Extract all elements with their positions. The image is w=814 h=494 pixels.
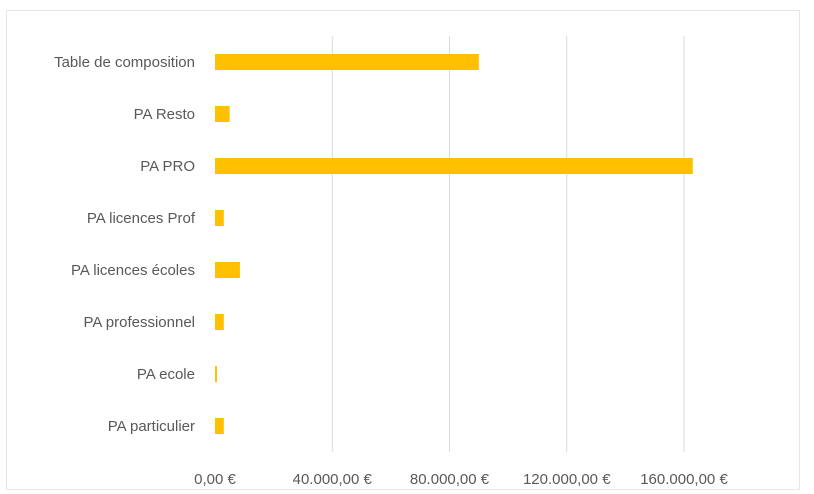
grid-layer <box>331 36 685 452</box>
bar <box>215 54 479 70</box>
chart-frame <box>6 10 800 490</box>
bar <box>215 106 230 122</box>
bar <box>215 158 693 174</box>
category-labels: Table de composition PA Resto PA PRO PA lic… <box>54 54 196 435</box>
bar <box>215 262 240 278</box>
bar <box>215 418 224 434</box>
x-tick-label: 0,00 € <box>194 471 236 488</box>
bar <box>215 366 217 382</box>
x-tick-label: 80.000,00 € <box>410 471 490 488</box>
bar-layer <box>215 54 693 434</box>
x-axis-tick-labels: 0,00 € 40.000,00 € 80.000,00 € 120.000,00 €… <box>194 471 728 488</box>
category-label: PA ecole <box>137 366 195 383</box>
category-label: PA particulier <box>108 418 195 435</box>
x-tick-label: 160.000,00 € <box>640 471 728 488</box>
category-label: PA PRO <box>140 158 195 175</box>
x-tick-label: 40.000,00 € <box>293 471 373 488</box>
category-label: Table de composition <box>54 54 195 71</box>
bar <box>215 210 224 226</box>
bar <box>215 314 224 330</box>
category-label: PA Resto <box>134 106 195 123</box>
x-tick-label: 120.000,00 € <box>523 471 611 488</box>
category-label: PA professionnel <box>84 314 195 331</box>
category-label: PA licences écoles <box>71 262 195 279</box>
category-label: PA licences Prof <box>87 210 196 227</box>
